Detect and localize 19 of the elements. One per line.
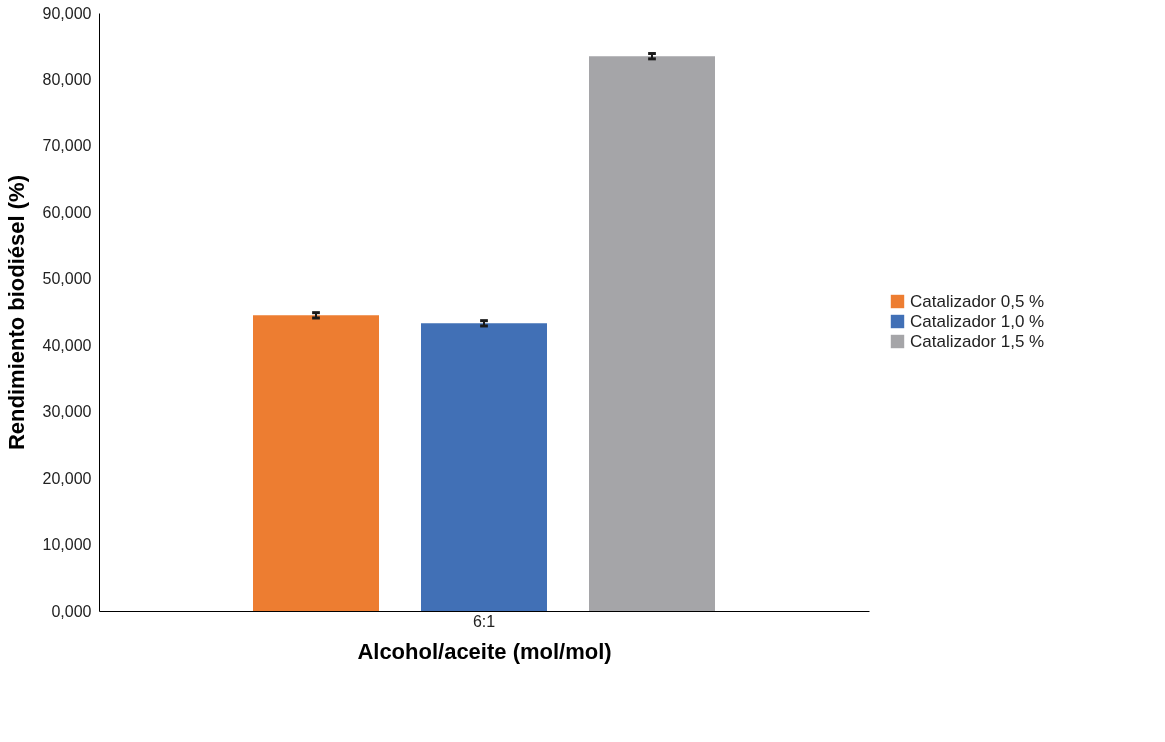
bar (589, 56, 715, 611)
y-tick-label: 90,000 (42, 4, 92, 22)
x-tick-label: 6:1 (472, 612, 496, 630)
y-tick-label: 60,000 (42, 203, 92, 221)
y-tick-label: 40,000 (42, 336, 92, 354)
legend-label: Catalizador 1,0 % (910, 311, 1045, 331)
x-axis-title: Alcohol/aceite (mol/mol) (357, 638, 612, 664)
legend-label: Catalizador 0,5 % (910, 291, 1045, 311)
y-tick-label: 0,000 (51, 602, 92, 620)
y-axis-title: Rendimiento biodiésel (%) (3, 174, 29, 451)
bar (421, 323, 547, 611)
y-tick-label: 20,000 (42, 469, 92, 487)
y-tick-label: 10,000 (42, 536, 92, 554)
y-tick-label: 80,000 (42, 70, 92, 88)
legend-label: Catalizador 1,5 % (910, 331, 1045, 351)
y-tick-label: 50,000 (42, 270, 92, 288)
y-tick-label: 30,000 (42, 403, 92, 421)
y-tick-label: 70,000 (42, 137, 92, 155)
bar (253, 315, 379, 611)
